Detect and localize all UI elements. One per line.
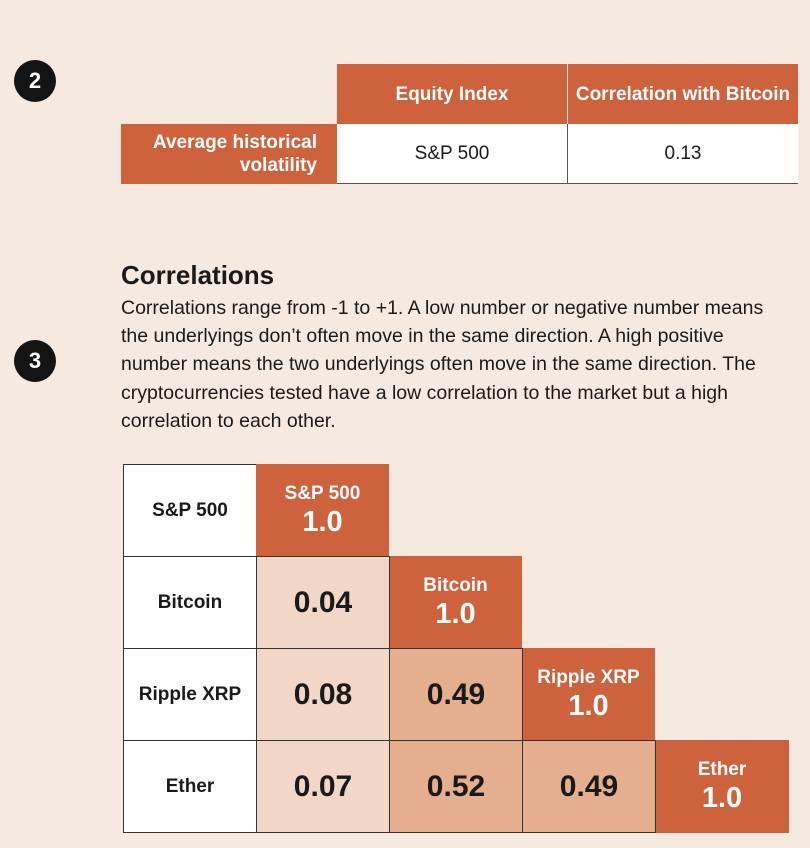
correlations-title: Correlations (121, 260, 275, 290)
diagonal-value: 1.0 (568, 689, 609, 722)
row-label-ether: Ether (123, 740, 257, 833)
cell-ether-sp500: 0.07 (256, 740, 390, 833)
cell-ether-bitcoin: 0.52 (389, 740, 523, 833)
diagonal-value: 1.0 (435, 597, 476, 630)
diagonal-cell-bitcoin: Bitcoin 1.0 (389, 556, 522, 649)
diagonal-cell-ripple-xrp: Ripple XRP 1.0 (522, 648, 655, 741)
step-3-badge: 3 (14, 340, 56, 382)
equity-index-value: S&P 500 (337, 124, 568, 184)
cell-ripple-bitcoin: 0.49 (389, 648, 523, 741)
average-historical-volatility-label: Average historical volatility (121, 124, 337, 184)
correlation-with-bitcoin-header: Correlation with Bitcoin (568, 64, 798, 124)
cell-ripple-sp500: 0.08 (256, 648, 390, 741)
row-label-ripple-xrp: Ripple XRP (123, 648, 257, 741)
diagonal-cell-sp500: S&P 500 1.0 (256, 464, 389, 557)
row-label-bitcoin: Bitcoin (123, 556, 257, 649)
diagonal-value: 1.0 (701, 781, 743, 814)
cell-bitcoin-sp500: 0.04 (256, 556, 390, 649)
diagonal-value: 1.0 (302, 505, 343, 538)
row-label-sp500: S&P 500 (123, 464, 257, 557)
correlation-value: 0.13 (568, 124, 798, 184)
diagonal-name: Ether (697, 758, 747, 780)
diagonal-name: Bitcoin (423, 574, 488, 596)
diagonal-cell-ether: Ether 1.0 (655, 740, 789, 833)
diagonal-name: S&P 500 (284, 482, 361, 504)
diagonal-name: Ripple XRP (537, 666, 640, 688)
cell-ether-ripple: 0.49 (522, 740, 656, 833)
step-2-badge: 2 (14, 60, 56, 102)
correlations-description: Correlations range from -1 to +1. A low … (121, 297, 764, 432)
equity-index-header: Equity Index (337, 64, 567, 124)
